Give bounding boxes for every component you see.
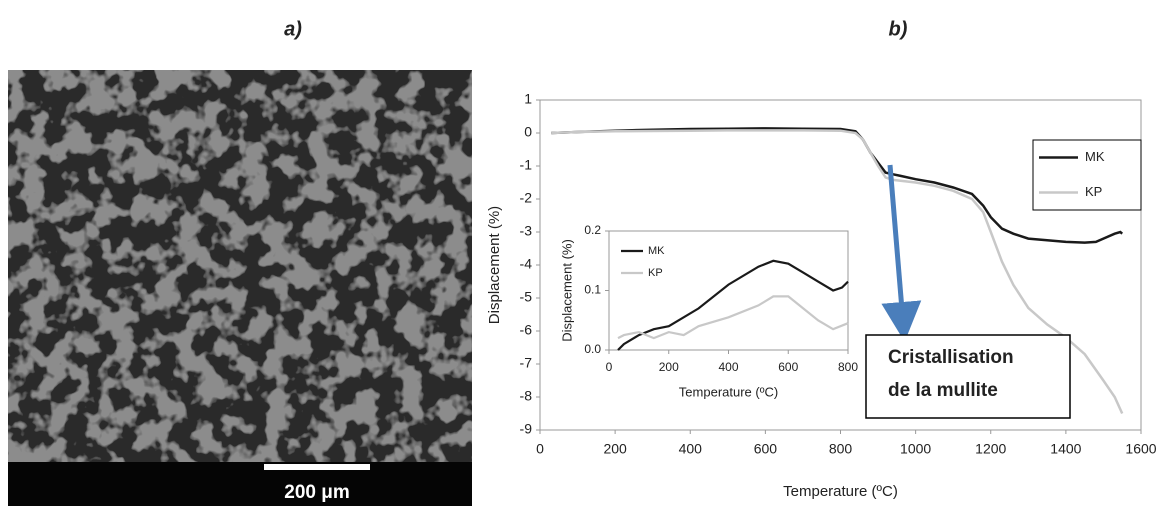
x-tick-label: 600	[778, 360, 798, 374]
x-axis-label: Temperature (ºC)	[679, 384, 778, 399]
x-tick-label: 1200	[975, 441, 1006, 457]
annotation: Cristallisation	[888, 347, 1014, 368]
x-tick-label: 200	[659, 360, 679, 374]
x-tick-label: 1400	[1050, 441, 1081, 457]
data-line	[551, 129, 1124, 415]
y-axis-label: Displacement (%)	[559, 239, 574, 342]
x-tick-label: 1600	[1125, 441, 1156, 457]
y-tick-label: 0.0	[584, 342, 601, 356]
x-tick-label: 600	[754, 441, 778, 457]
y-tick-label: -9	[520, 421, 533, 437]
y-tick-label: -5	[520, 289, 533, 305]
y-tick-label: -1	[520, 157, 533, 173]
panel-label: b)	[889, 18, 908, 40]
x-tick-label: 800	[838, 360, 858, 374]
annotation: de la mullite	[888, 380, 998, 401]
data-line	[551, 127, 1124, 244]
y-axis-label: Displacement (%)	[486, 206, 503, 324]
x-tick-label: 400	[679, 441, 703, 457]
x-axis-label: Temperature (ºC)	[783, 483, 898, 500]
scale-bar	[264, 464, 370, 470]
x-tick-label: 800	[829, 441, 853, 457]
x-tick-label: 400	[718, 360, 738, 374]
y-tick-label: 0	[524, 124, 532, 140]
y-tick-label: -6	[520, 322, 533, 338]
y-tick-label: -3	[520, 223, 533, 239]
y-tick-label: -8	[520, 388, 533, 404]
legend-label: KP	[648, 267, 663, 279]
y-tick-label: 0.1	[584, 283, 601, 297]
y-tick-label: -2	[520, 190, 533, 206]
legend-box	[1032, 139, 1142, 211]
panel-label: a)	[284, 18, 302, 40]
y-tick-label: 1	[524, 91, 532, 107]
scale-label: 200 μm	[284, 482, 350, 503]
y-tick-label: 0.2	[584, 223, 601, 237]
x-tick-label: 0	[606, 360, 613, 374]
x-tick-label: 1000	[900, 441, 931, 457]
y-tick-label: -4	[520, 256, 533, 272]
scale-band	[8, 462, 472, 506]
legend-label: KP	[1085, 184, 1102, 199]
sem-image: 200 μm	[8, 70, 472, 506]
micrograph	[8, 70, 472, 506]
arrow	[881, 164, 922, 342]
legend-label: MK	[1085, 149, 1105, 164]
y-tick-label: -7	[520, 355, 533, 371]
data-line	[617, 295, 849, 340]
legend-label: MK	[648, 245, 665, 257]
x-tick-label: 200	[603, 441, 627, 457]
annotation-box	[865, 334, 1071, 419]
x-tick-label: 0	[536, 441, 544, 457]
